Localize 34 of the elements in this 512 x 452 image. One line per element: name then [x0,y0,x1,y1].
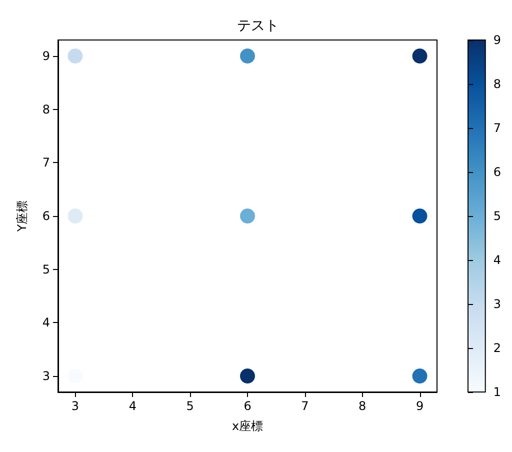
color-bar-label: 2 [493,341,502,355]
color-bar-label: 1 [493,385,502,399]
point [68,208,83,224]
color-bar-label: 6 [493,165,502,179]
point [412,368,428,384]
y-tick-label: 7 [42,156,50,170]
x-tick-label: 9 [416,399,424,413]
y-tick-label: 4 [42,316,50,330]
y-tick-label: 3 [42,369,50,383]
y-tick-label: 6 [42,209,50,223]
point [412,208,428,224]
x-axis-title: x座標 [232,419,264,433]
point [240,208,255,224]
color-bar-label: 5 [493,209,502,223]
color-bar-label: 3 [493,297,502,311]
point [240,368,255,384]
point [68,48,83,64]
x-tick-label: 4 [128,399,136,413]
color-bar-label: 4 [493,253,502,267]
color-bar-label: 7 [493,121,502,135]
y-tick-label: 5 [42,262,50,276]
x-tick-label: 7 [301,399,309,413]
color-bar-label: 8 [493,77,502,91]
x-tick-label: 3 [71,399,80,413]
x-tick-label: 6 [244,399,252,413]
x-tick-label: 8 [358,399,366,413]
color-bar-label: 9 [493,33,502,47]
chart-title: テスト [237,18,279,34]
point [240,48,255,64]
y-axis-title: Y座標 [15,200,29,233]
y-tick-label: 9 [42,49,50,63]
y-tick-label: 8 [42,102,50,116]
point [412,48,428,64]
x-tick-label: 5 [186,399,194,413]
